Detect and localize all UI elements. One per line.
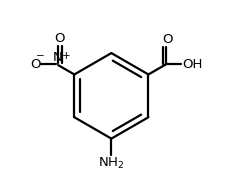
Text: O: O [54, 32, 64, 45]
Text: N: N [53, 51, 63, 64]
Text: OH: OH [182, 58, 203, 71]
Text: +: + [62, 51, 71, 61]
Text: O: O [30, 58, 40, 71]
Text: −: − [36, 51, 45, 61]
Text: O: O [162, 33, 173, 46]
Text: NH$_2$: NH$_2$ [98, 156, 125, 171]
